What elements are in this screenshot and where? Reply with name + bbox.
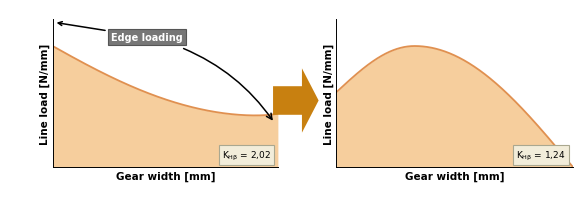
X-axis label: Gear width [mm]: Gear width [mm] (405, 170, 505, 181)
Y-axis label: Line load [N/mm]: Line load [N/mm] (40, 44, 50, 144)
X-axis label: Gear width [mm]: Gear width [mm] (115, 170, 215, 181)
Y-axis label: Line load [N/mm]: Line load [N/mm] (324, 44, 333, 144)
Text: $\mathregular{K_{H\beta}}$ = 2,02: $\mathregular{K_{H\beta}}$ = 2,02 (222, 149, 271, 162)
Text: $\mathregular{K_{H\beta}}$ = 1,24: $\mathregular{K_{H\beta}}$ = 1,24 (517, 149, 566, 162)
FancyArrow shape (273, 69, 319, 133)
Text: Edge loading: Edge loading (58, 23, 183, 43)
